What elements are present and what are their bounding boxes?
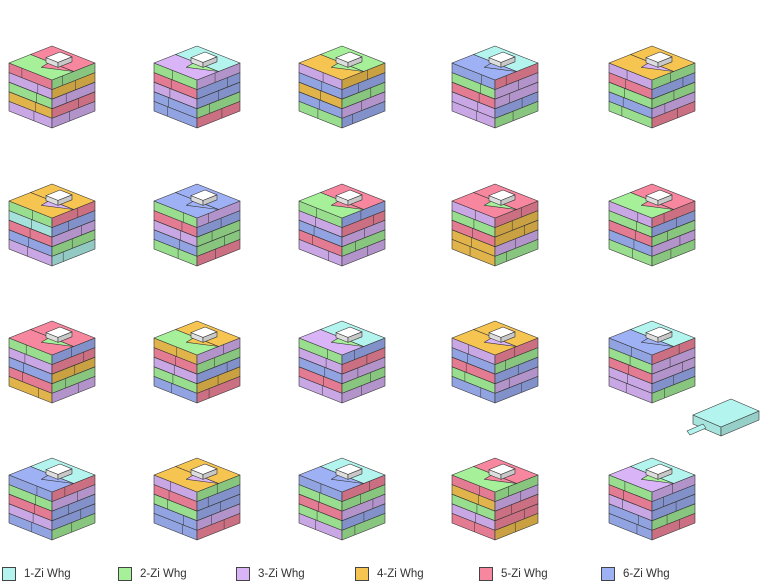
band-right xyxy=(196,101,241,129)
building-variant-20 xyxy=(608,398,760,541)
core-box-top xyxy=(488,463,516,475)
band-right xyxy=(651,101,696,129)
building-variant-16 xyxy=(8,457,96,541)
band-right xyxy=(196,239,241,267)
building-variant-11 xyxy=(8,320,96,404)
core-box-top xyxy=(45,463,73,475)
band-right xyxy=(51,101,96,129)
band-right xyxy=(651,513,696,541)
legend-item-1zi: 1-Zi Whg xyxy=(2,566,71,582)
building-variant-15 xyxy=(608,320,696,404)
core-box-top xyxy=(190,326,218,338)
band-right xyxy=(494,101,539,129)
core-box-top xyxy=(45,326,73,338)
core-box-top xyxy=(645,189,673,201)
core-box-top xyxy=(645,463,673,475)
legend-label-3zi: 3-Zi Whg xyxy=(258,568,305,580)
core-box-top xyxy=(488,51,516,63)
core-box-top xyxy=(45,51,73,63)
legend-label-2zi: 2-Zi Whg xyxy=(140,568,187,580)
legend-swatch-4zi xyxy=(355,567,369,581)
core-box-top xyxy=(190,51,218,63)
legend-swatch-3zi xyxy=(236,567,250,581)
legend-swatch-6zi xyxy=(601,567,615,581)
band-right xyxy=(494,513,539,541)
band-right xyxy=(51,376,96,404)
legend-label-4zi: 4-Zi Whg xyxy=(377,568,424,580)
legend-swatch-1zi xyxy=(2,567,16,581)
core-box-top xyxy=(190,463,218,475)
building-variant-5 xyxy=(608,45,696,129)
band-right xyxy=(651,376,696,404)
legend-label-5zi: 5-Zi Whg xyxy=(501,568,548,580)
band-right xyxy=(494,239,539,267)
building-variant-10 xyxy=(608,183,696,267)
building-variant-1 xyxy=(8,45,96,129)
core-box-top xyxy=(488,326,516,338)
building-variant-8 xyxy=(298,183,386,267)
building-variant-14 xyxy=(451,320,539,404)
band-right xyxy=(341,376,386,404)
band-right xyxy=(651,239,696,267)
core-box-top xyxy=(645,326,673,338)
legend-swatch-2zi xyxy=(118,567,132,581)
band-right xyxy=(51,513,96,541)
core-box-top xyxy=(645,51,673,63)
legend-label-1zi: 1-Zi Whg xyxy=(24,568,71,580)
core-box-top xyxy=(335,463,363,475)
annex-bridge xyxy=(686,423,707,436)
building-variant-17 xyxy=(153,457,241,541)
building-variant-7 xyxy=(153,183,241,267)
building-variant-9 xyxy=(451,183,539,267)
core-box-top xyxy=(190,189,218,201)
band-right xyxy=(196,376,241,404)
band-right xyxy=(341,239,386,267)
band-right xyxy=(494,376,539,404)
building-variant-18 xyxy=(298,457,386,541)
legend-item-3zi: 3-Zi Whg xyxy=(236,566,305,582)
legend: 1-Zi Whg 2-Zi Whg 3-Zi Whg 4-Zi Whg 5-Zi… xyxy=(0,562,760,584)
building-variant-19 xyxy=(451,457,539,541)
building-variant-4 xyxy=(451,45,539,129)
legend-swatch-5zi xyxy=(479,567,493,581)
core-box-top xyxy=(335,326,363,338)
building-variant-12 xyxy=(153,320,241,404)
annex-top xyxy=(692,398,760,428)
band-right xyxy=(51,239,96,267)
core-box-top xyxy=(488,189,516,201)
band-right xyxy=(341,513,386,541)
building-variant-6 xyxy=(8,183,96,267)
legend-label-6zi: 6-Zi Whg xyxy=(623,568,670,580)
core-box-top xyxy=(45,189,73,201)
legend-item-4zi: 4-Zi Whg xyxy=(355,566,424,582)
core-box-top xyxy=(335,51,363,63)
building-variant-2 xyxy=(153,45,241,129)
legend-item-2zi: 2-Zi Whg xyxy=(118,566,187,582)
band-right xyxy=(196,513,241,541)
legend-item-5zi: 5-Zi Whg xyxy=(479,566,548,582)
building-variant-3 xyxy=(298,45,386,129)
core-box-top xyxy=(335,189,363,201)
building-variant-13 xyxy=(298,320,386,404)
legend-item-6zi: 6-Zi Whg xyxy=(601,566,670,582)
